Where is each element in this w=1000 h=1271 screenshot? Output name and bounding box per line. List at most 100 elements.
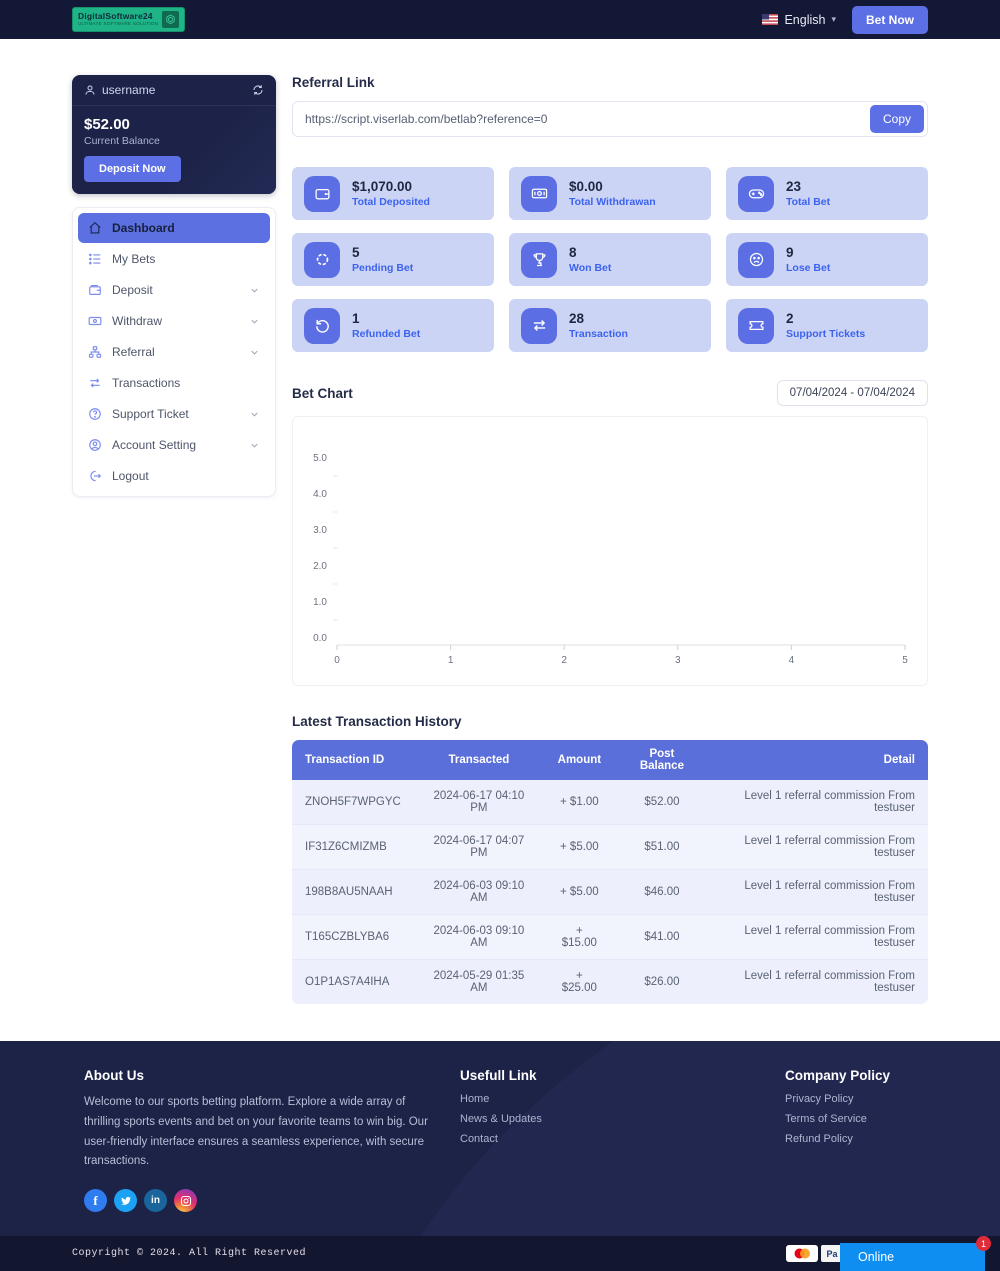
svg-text:5.0: 5.0 xyxy=(313,453,327,464)
svg-text:1: 1 xyxy=(448,655,454,666)
language-selector[interactable]: English ▾ xyxy=(762,13,836,27)
company-policy-title: Company Policy xyxy=(785,1068,891,1083)
svg-text:0.0: 0.0 xyxy=(313,633,327,644)
money-card-icon xyxy=(88,314,102,328)
money-bill-icon xyxy=(521,175,557,212)
footer: About Us Welcome to our sports betting p… xyxy=(0,1041,1000,1237)
sidebar-item-withdraw[interactable]: Withdraw xyxy=(78,306,270,336)
stat-card-total-bet: 23 Total Bet xyxy=(726,167,928,220)
sidebar-item-dashboard[interactable]: Dashboard xyxy=(78,213,270,243)
sidebar-item-account-setting[interactable]: Account Setting xyxy=(78,430,270,460)
sad-face-icon xyxy=(738,241,774,278)
sidebar-item-deposit[interactable]: Deposit xyxy=(78,275,270,305)
gamepad-icon xyxy=(738,175,774,212)
username-label: username xyxy=(102,83,156,97)
date-range-picker[interactable]: 07/04/2024 - 07/04/2024 xyxy=(776,380,928,406)
instagram-icon[interactable] xyxy=(174,1189,197,1213)
sitemap-icon xyxy=(88,345,102,359)
table-row: IF31Z6CMIZMB 2024-06-17 04:07 PM + $5.00… xyxy=(292,824,928,870)
sidebar-item-logout[interactable]: Logout xyxy=(78,461,270,491)
copy-button[interactable]: Copy xyxy=(870,105,924,133)
copyright-text: Copyright © 2024. All Right Reserved xyxy=(72,1248,307,1260)
referral-link-input[interactable] xyxy=(292,101,928,137)
useful-link-title: Usefull Link xyxy=(460,1068,537,1083)
chevron-down-icon xyxy=(249,347,260,358)
linkedin-icon[interactable]: in xyxy=(144,1189,167,1213)
user-circle-icon xyxy=(88,438,102,452)
wallet-icon xyxy=(304,175,340,212)
chevron-down-icon: ▾ xyxy=(831,14,836,24)
table-row: 198B8AU5NAAH 2024-06-03 09:10 AM + $5.00… xyxy=(292,869,928,915)
svg-text:1.0: 1.0 xyxy=(313,597,327,608)
table-header-row: Transaction ID Transacted Amount Post Ba… xyxy=(292,740,928,780)
footer-link-news[interactable]: News & Updates xyxy=(460,1113,542,1125)
refresh-icon[interactable] xyxy=(252,84,264,96)
spinner-icon xyxy=(304,241,340,278)
svg-text:2: 2 xyxy=(561,655,567,666)
twitter-icon[interactable] xyxy=(114,1189,137,1213)
user-balance-card: username $52.00 Current Balance Deposit … xyxy=(72,75,276,194)
chevron-down-icon xyxy=(249,285,260,296)
exchange-icon xyxy=(88,376,102,390)
mastercard-icon xyxy=(786,1245,818,1263)
stat-card-support-tickets: 2 Support Tickets xyxy=(726,299,928,352)
stat-card-refunded-bet: 1 Refunded Bet xyxy=(292,299,494,352)
svg-text:5: 5 xyxy=(902,655,908,666)
svg-text:2.0: 2.0 xyxy=(313,561,327,572)
logo-title: DigitalSoftware24 xyxy=(78,11,153,22)
user-icon xyxy=(85,85,95,95)
footer-link-terms[interactable]: Terms of Service xyxy=(785,1113,867,1125)
live-chat-widget[interactable]: Online 1 xyxy=(840,1236,991,1271)
stat-card-total-deposited: $1,070.00 Total Deposited xyxy=(292,167,494,220)
language-label: English xyxy=(784,12,826,27)
stat-card-pending-bet: 5 Pending Bet xyxy=(292,233,494,286)
trophy-icon xyxy=(521,241,557,278)
chat-status-label: Online xyxy=(858,1250,895,1265)
home-icon xyxy=(88,221,102,235)
sidebar-item-support-ticket[interactable]: Support Ticket xyxy=(78,399,270,429)
footer-link-privacy[interactable]: Privacy Policy xyxy=(785,1093,854,1105)
chevron-down-icon xyxy=(249,440,260,451)
stat-card-transaction: 28 Transaction xyxy=(509,299,711,352)
site-logo[interactable]: DigitalSoftware24 ULTIMATE SOFTWARE SOLU… xyxy=(72,7,186,32)
facebook-icon[interactable]: f xyxy=(84,1189,107,1213)
svg-text:4.0: 4.0 xyxy=(313,489,327,500)
sidebar-item-transactions[interactable]: Transactions xyxy=(78,368,270,398)
stat-card-total-withdrawn: $0.00 Total Withdrawan xyxy=(509,167,711,220)
bet-chart-canvas: 5.0 4.0 3.0 2.0 1.0 0.0 xyxy=(292,416,928,686)
sidebar-menu: Dashboard My Bets Deposit Withdraw Refer… xyxy=(72,207,276,497)
stat-card-won-bet: 8 Won Bet xyxy=(509,233,711,286)
current-balance-value: $52.00 xyxy=(84,116,130,133)
sidebar-item-my-bets[interactable]: My Bets xyxy=(78,244,270,274)
transaction-history-title: Latest Transaction History xyxy=(292,714,462,729)
table-row: ZNOH5F7WPGYC 2024-06-17 04:10 PM + $1.00… xyxy=(292,780,928,825)
footer-link-contact[interactable]: Contact xyxy=(460,1133,498,1145)
question-circle-icon xyxy=(88,407,102,421)
footer-link-home[interactable]: Home xyxy=(460,1093,490,1105)
bet-now-button[interactable]: Bet Now xyxy=(852,5,928,34)
sidebar-item-referral[interactable]: Referral xyxy=(78,337,270,367)
table-row: T165CZBLYBA6 2024-06-03 09:10 AM + $15.0… xyxy=(292,914,928,960)
referral-link-title: Referral Link xyxy=(292,75,375,90)
about-us-text: Welcome to our sports betting platform. … xyxy=(84,1096,428,1168)
current-balance-label: Current Balance xyxy=(84,135,160,147)
stats-grid: $1,070.00 Total Deposited $0.00 Total With… xyxy=(292,167,928,352)
wallet-icon xyxy=(88,283,102,297)
footer-link-refund[interactable]: Refund Policy xyxy=(785,1133,853,1145)
table-row: O1P1AS7A4IHA 2024-05-29 01:35 AM + $25.0… xyxy=(292,959,928,1004)
svg-text:3: 3 xyxy=(675,655,681,666)
list-icon xyxy=(88,252,102,266)
about-us-title: About Us xyxy=(84,1068,144,1083)
exchange-icon xyxy=(521,307,557,344)
chevron-down-icon xyxy=(249,409,260,420)
deposit-now-button[interactable]: Deposit Now xyxy=(84,156,181,182)
svg-text:0: 0 xyxy=(334,655,340,666)
bottom-bar: Copyright © 2024. All Right Reserved Pa … xyxy=(0,1236,1000,1271)
svg-text:3.0: 3.0 xyxy=(313,525,327,536)
transaction-table: Transaction ID Transacted Amount Post Ba… xyxy=(292,740,928,1004)
stat-card-lose-bet: 9 Lose Bet xyxy=(726,233,928,286)
chat-notification-badge: 1 xyxy=(976,1236,991,1252)
chevron-down-icon xyxy=(249,316,260,327)
svg-text:4: 4 xyxy=(789,655,795,666)
top-navbar: DigitalSoftware24 ULTIMATE SOFTWARE SOLU… xyxy=(0,0,1000,39)
